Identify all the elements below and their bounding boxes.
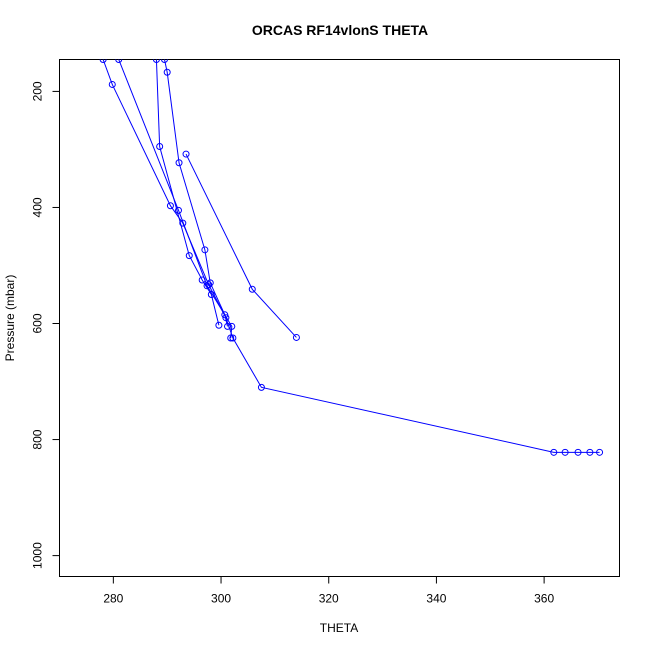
data-point [207, 291, 215, 298]
x-tick-label: 340 [426, 592, 446, 606]
y-tick-label: 600 [31, 313, 45, 333]
data-point [561, 448, 569, 456]
data-point [99, 59, 107, 63]
y-tick-label: 800 [31, 429, 45, 449]
data-point [198, 276, 206, 284]
data-point [292, 333, 300, 341]
y-tick-label: 200 [31, 81, 45, 101]
data-point [206, 279, 214, 287]
data-point [596, 448, 604, 456]
data-point [201, 246, 209, 254]
series-line [102, 59, 600, 453]
data-point [227, 334, 235, 342]
y-axis-label: Pressure (mbar) [3, 275, 17, 362]
data-point [108, 80, 116, 88]
data-point [257, 383, 265, 391]
data-point [550, 448, 558, 456]
data-point [586, 448, 594, 456]
x-axis: 280 300 320 340 360 [103, 576, 554, 606]
data-point [248, 285, 256, 293]
series-line [155, 59, 220, 326]
y-tick-label: 1000 [31, 542, 45, 569]
data-point [161, 59, 168, 63]
data-point [221, 311, 229, 319]
x-tick-label: 300 [211, 592, 231, 606]
series-layer [99, 59, 604, 456]
x-axis-label: THETA [320, 621, 358, 635]
series-line [118, 59, 233, 339]
series-1 [99, 59, 604, 456]
data-point [115, 59, 123, 63]
data-point [224, 322, 231, 330]
series-5 [182, 150, 300, 341]
x-tick-label: 280 [103, 592, 123, 606]
data-point [166, 202, 174, 210]
x-tick-label: 360 [534, 592, 554, 606]
data-point [229, 334, 237, 342]
x-tick-label: 320 [319, 592, 339, 606]
series-line [185, 153, 297, 338]
data-point [228, 322, 236, 330]
y-tick-label: 400 [31, 197, 45, 217]
data-point [179, 219, 187, 227]
data-point [152, 59, 160, 63]
data-point [182, 150, 190, 158]
data-point [156, 143, 164, 151]
data-point [175, 159, 183, 167]
data-point [163, 68, 171, 76]
data-point [185, 252, 193, 260]
data-point [175, 206, 182, 214]
series-2 [115, 59, 236, 342]
plot-frame [59, 59, 620, 577]
y-axis: 200 400 600 800 1000 [31, 81, 60, 569]
series-3 [152, 59, 223, 329]
chart-title: ORCAS RF14vlonS THETA [252, 22, 428, 38]
series-4 [161, 59, 231, 330]
data-point [215, 321, 223, 329]
series-line [164, 59, 228, 327]
data-point [574, 448, 582, 456]
